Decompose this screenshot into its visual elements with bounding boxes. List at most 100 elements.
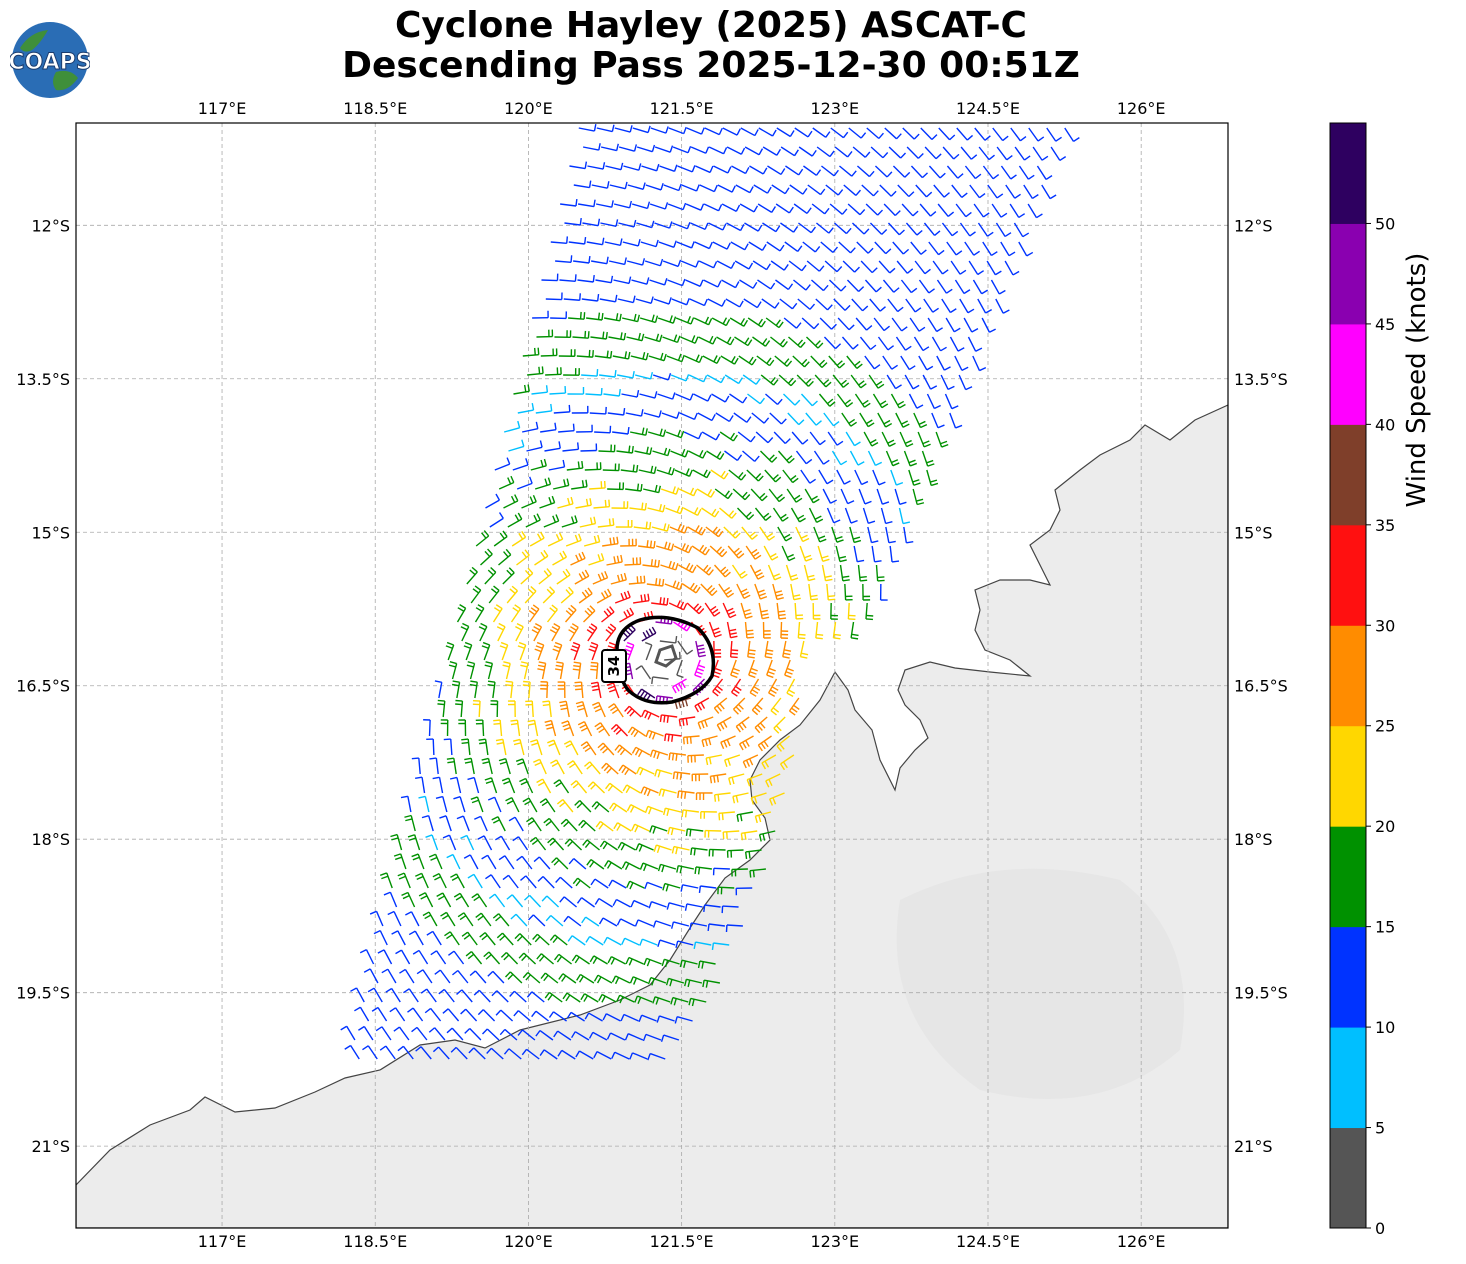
barb-flag xyxy=(648,731,653,739)
wind-barb xyxy=(864,279,882,293)
barb-flag xyxy=(594,803,600,810)
wind-barb xyxy=(736,811,753,822)
wind-barb xyxy=(695,792,713,800)
barb-flag xyxy=(744,851,748,860)
barb-flag xyxy=(791,302,798,310)
barb-staff xyxy=(485,499,500,509)
barb-staff xyxy=(601,993,617,1003)
wind-barb xyxy=(450,1046,468,1060)
barb-flag xyxy=(707,489,713,496)
barb-flag xyxy=(814,515,822,520)
barb-flag xyxy=(679,506,684,514)
wind-barb xyxy=(608,703,624,718)
barb-flag xyxy=(606,682,614,686)
wind-barb xyxy=(1018,241,1034,257)
barb-flag xyxy=(547,994,553,1001)
wind-barb xyxy=(429,757,439,775)
colorbar-tick-label: 20 xyxy=(1375,817,1395,836)
barb-flag xyxy=(714,633,722,638)
barb-staff xyxy=(658,241,675,248)
barb-staff xyxy=(901,203,914,217)
barb-staff xyxy=(602,542,619,547)
barb-staff xyxy=(609,782,623,794)
barb-flag xyxy=(559,700,567,704)
barb-staff xyxy=(859,412,869,427)
barb-staff xyxy=(1036,165,1047,180)
barb-flag xyxy=(810,226,816,234)
barb-flag xyxy=(549,840,556,846)
barb-staff xyxy=(432,738,435,756)
barb-flag xyxy=(659,428,663,436)
barb-flag xyxy=(616,824,622,831)
wind-barb xyxy=(589,955,608,965)
barb-flag xyxy=(657,770,661,778)
barb-staff xyxy=(558,779,570,794)
barb-staff xyxy=(615,724,629,737)
barb-flag xyxy=(828,227,834,234)
wind-barb xyxy=(481,1028,500,1041)
barb-staff xyxy=(645,644,653,661)
barb-flag xyxy=(613,556,617,564)
barb-flag xyxy=(698,654,706,658)
wind-barb xyxy=(772,507,789,522)
barb-flag xyxy=(713,184,718,192)
barb-staff xyxy=(536,739,543,756)
wind-barb xyxy=(445,641,455,661)
wind-barb xyxy=(887,298,904,313)
barb-flag xyxy=(495,604,503,610)
wind-barb xyxy=(424,1007,442,1022)
wind-barb xyxy=(878,260,896,274)
barb-flag xyxy=(738,723,744,731)
wind-barb xyxy=(797,621,806,640)
wind-barb xyxy=(760,374,779,386)
barb-staff xyxy=(724,450,738,461)
barb-staff xyxy=(926,469,932,486)
wind-barb xyxy=(545,914,564,927)
barb-flag xyxy=(709,605,717,612)
barb-flag xyxy=(603,936,608,944)
wind-barb xyxy=(502,661,511,680)
wind-barb xyxy=(513,1010,532,1022)
barb-staff xyxy=(402,1045,414,1060)
barb-flag xyxy=(675,581,680,589)
wind-barb xyxy=(758,127,777,137)
wind-barb xyxy=(577,274,595,283)
wind-barb xyxy=(521,1048,540,1060)
barb-staff xyxy=(730,659,737,676)
barb-flag xyxy=(770,710,777,716)
barb-staff xyxy=(628,956,644,965)
barb-flag xyxy=(712,691,719,697)
barb-staff xyxy=(570,557,586,566)
wind-barb xyxy=(548,459,566,471)
barb-flag xyxy=(733,547,740,554)
wind-barb xyxy=(543,514,560,528)
wind-barb xyxy=(905,222,923,236)
wind-barb xyxy=(615,520,633,528)
barb-flag xyxy=(802,537,810,543)
barb-staff xyxy=(459,892,470,908)
barb-flag xyxy=(459,604,466,609)
barb-flag xyxy=(734,532,741,539)
wind-barb xyxy=(869,298,886,312)
barb-flag xyxy=(682,718,685,726)
barb-flag xyxy=(513,738,521,742)
wind-barb xyxy=(599,369,617,378)
barb-flag xyxy=(430,856,438,861)
barb-flag xyxy=(853,539,862,544)
barb-flag xyxy=(543,549,549,557)
wind-barb xyxy=(680,884,699,892)
barb-flag xyxy=(603,765,610,772)
barb-flag xyxy=(908,191,915,198)
barb-flag xyxy=(467,661,475,665)
wind-barb xyxy=(555,661,564,680)
barb-flag xyxy=(822,558,830,563)
barb-flag xyxy=(885,248,892,255)
barb-staff xyxy=(833,222,847,235)
wind-barb xyxy=(996,146,1013,161)
barb-flag xyxy=(716,546,723,553)
barb-flag xyxy=(592,274,595,283)
barb-flag xyxy=(820,188,826,196)
barb-staff xyxy=(769,792,785,800)
barb-staff xyxy=(543,1049,558,1060)
wind-barb xyxy=(456,989,473,1003)
